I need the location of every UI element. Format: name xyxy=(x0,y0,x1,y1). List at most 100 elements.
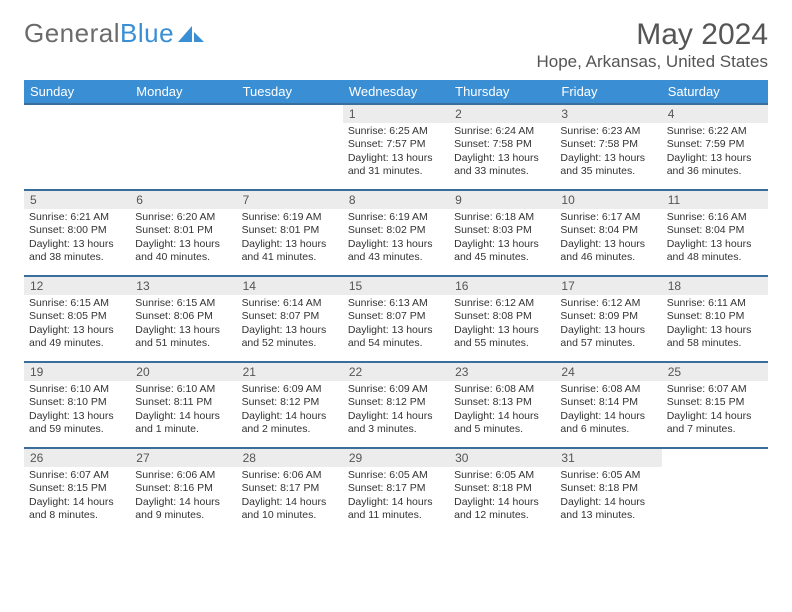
sunrise-line: Sunrise: 6:05 AM xyxy=(560,469,656,482)
day-number: 2 xyxy=(449,105,555,123)
logo-text-gray: General xyxy=(24,18,120,49)
calendar-table: SundayMondayTuesdayWednesdayThursdayFrid… xyxy=(24,80,768,534)
sunrise-line: Sunrise: 6:10 AM xyxy=(135,383,231,396)
day-number: 15 xyxy=(343,277,449,295)
sunrise-line: Sunrise: 6:12 AM xyxy=(560,297,656,310)
calendar-cell: 4Sunrise: 6:22 AMSunset: 7:59 PMDaylight… xyxy=(662,104,768,190)
calendar-cell: 10Sunrise: 6:17 AMSunset: 8:04 PMDayligh… xyxy=(555,190,661,276)
sunrise-line: Sunrise: 6:08 AM xyxy=(560,383,656,396)
logo-sail-icon xyxy=(178,24,204,44)
sunset-line: Sunset: 7:58 PM xyxy=(454,138,550,151)
day-number: 1 xyxy=(343,105,449,123)
sunset-line: Sunset: 8:04 PM xyxy=(560,224,656,237)
sunset-line: Sunset: 8:12 PM xyxy=(242,396,338,409)
calendar-cell: 28Sunrise: 6:06 AMSunset: 8:17 PMDayligh… xyxy=(237,448,343,534)
day-details: Sunrise: 6:09 AMSunset: 8:12 PMDaylight:… xyxy=(343,381,449,441)
day-number: 13 xyxy=(130,277,236,295)
sunset-line: Sunset: 8:18 PM xyxy=(454,482,550,495)
calendar-cell: 3Sunrise: 6:23 AMSunset: 7:58 PMDaylight… xyxy=(555,104,661,190)
day-details: Sunrise: 6:12 AMSunset: 8:08 PMDaylight:… xyxy=(449,295,555,355)
calendar-cell: 20Sunrise: 6:10 AMSunset: 8:11 PMDayligh… xyxy=(130,362,236,448)
day-details: Sunrise: 6:13 AMSunset: 8:07 PMDaylight:… xyxy=(343,295,449,355)
day-number: 28 xyxy=(237,449,343,467)
sunset-line: Sunset: 8:15 PM xyxy=(29,482,125,495)
calendar-cell xyxy=(24,104,130,190)
day-details: Sunrise: 6:25 AMSunset: 7:57 PMDaylight:… xyxy=(343,123,449,183)
location-text: Hope, Arkansas, United States xyxy=(24,52,768,72)
day-details: Sunrise: 6:06 AMSunset: 8:17 PMDaylight:… xyxy=(237,467,343,527)
day-details: Sunrise: 6:17 AMSunset: 8:04 PMDaylight:… xyxy=(555,209,661,269)
sunset-line: Sunset: 8:12 PM xyxy=(348,396,444,409)
day-details: Sunrise: 6:22 AMSunset: 7:59 PMDaylight:… xyxy=(662,123,768,183)
sunrise-line: Sunrise: 6:23 AM xyxy=(560,125,656,138)
sunrise-line: Sunrise: 6:19 AM xyxy=(242,211,338,224)
day-number: 6 xyxy=(130,191,236,209)
daylight-line: Daylight: 13 hours and 38 minutes. xyxy=(29,238,125,265)
sunrise-line: Sunrise: 6:12 AM xyxy=(454,297,550,310)
calendar-cell: 21Sunrise: 6:09 AMSunset: 8:12 PMDayligh… xyxy=(237,362,343,448)
calendar-cell xyxy=(662,448,768,534)
sunrise-line: Sunrise: 6:20 AM xyxy=(135,211,231,224)
daylight-line: Daylight: 14 hours and 7 minutes. xyxy=(667,410,763,437)
sunset-line: Sunset: 7:57 PM xyxy=(348,138,444,151)
sunset-line: Sunset: 8:00 PM xyxy=(29,224,125,237)
day-number: 26 xyxy=(24,449,130,467)
day-number: 24 xyxy=(555,363,661,381)
daylight-line: Daylight: 13 hours and 31 minutes. xyxy=(348,152,444,179)
calendar-cell: 26Sunrise: 6:07 AMSunset: 8:15 PMDayligh… xyxy=(24,448,130,534)
weekday-header: Saturday xyxy=(662,80,768,104)
sunset-line: Sunset: 8:01 PM xyxy=(242,224,338,237)
daylight-line: Daylight: 14 hours and 13 minutes. xyxy=(560,496,656,523)
sunrise-line: Sunrise: 6:15 AM xyxy=(135,297,231,310)
calendar-cell: 25Sunrise: 6:07 AMSunset: 8:15 PMDayligh… xyxy=(662,362,768,448)
daylight-line: Daylight: 14 hours and 10 minutes. xyxy=(242,496,338,523)
sunset-line: Sunset: 8:10 PM xyxy=(29,396,125,409)
day-details: Sunrise: 6:06 AMSunset: 8:16 PMDaylight:… xyxy=(130,467,236,527)
sunrise-line: Sunrise: 6:09 AM xyxy=(242,383,338,396)
sunrise-line: Sunrise: 6:25 AM xyxy=(348,125,444,138)
calendar-week-row: 26Sunrise: 6:07 AMSunset: 8:15 PMDayligh… xyxy=(24,448,768,534)
sunrise-line: Sunrise: 6:14 AM xyxy=(242,297,338,310)
daylight-line: Daylight: 13 hours and 46 minutes. xyxy=(560,238,656,265)
sunset-line: Sunset: 8:09 PM xyxy=(560,310,656,323)
day-number: 20 xyxy=(130,363,236,381)
calendar-cell: 16Sunrise: 6:12 AMSunset: 8:08 PMDayligh… xyxy=(449,276,555,362)
daylight-line: Daylight: 13 hours and 45 minutes. xyxy=(454,238,550,265)
sunrise-line: Sunrise: 6:13 AM xyxy=(348,297,444,310)
day-details: Sunrise: 6:15 AMSunset: 8:05 PMDaylight:… xyxy=(24,295,130,355)
sunset-line: Sunset: 8:17 PM xyxy=(348,482,444,495)
calendar-cell: 7Sunrise: 6:19 AMSunset: 8:01 PMDaylight… xyxy=(237,190,343,276)
day-details: Sunrise: 6:11 AMSunset: 8:10 PMDaylight:… xyxy=(662,295,768,355)
sunrise-line: Sunrise: 6:15 AM xyxy=(29,297,125,310)
day-details: Sunrise: 6:08 AMSunset: 8:14 PMDaylight:… xyxy=(555,381,661,441)
calendar-cell: 22Sunrise: 6:09 AMSunset: 8:12 PMDayligh… xyxy=(343,362,449,448)
day-details: Sunrise: 6:24 AMSunset: 7:58 PMDaylight:… xyxy=(449,123,555,183)
sunset-line: Sunset: 8:08 PM xyxy=(454,310,550,323)
sunrise-line: Sunrise: 6:05 AM xyxy=(454,469,550,482)
calendar-body: 1Sunrise: 6:25 AMSunset: 7:57 PMDaylight… xyxy=(24,104,768,534)
weekday-header: Tuesday xyxy=(237,80,343,104)
weekday-header: Sunday xyxy=(24,80,130,104)
daylight-line: Daylight: 13 hours and 43 minutes. xyxy=(348,238,444,265)
weekday-header: Friday xyxy=(555,80,661,104)
daylight-line: Daylight: 13 hours and 48 minutes. xyxy=(667,238,763,265)
daylight-line: Daylight: 13 hours and 51 minutes. xyxy=(135,324,231,351)
sunset-line: Sunset: 8:02 PM xyxy=(348,224,444,237)
calendar-cell: 19Sunrise: 6:10 AMSunset: 8:10 PMDayligh… xyxy=(24,362,130,448)
daylight-line: Daylight: 14 hours and 9 minutes. xyxy=(135,496,231,523)
day-details: Sunrise: 6:05 AMSunset: 8:17 PMDaylight:… xyxy=(343,467,449,527)
day-number: 10 xyxy=(555,191,661,209)
day-number: 7 xyxy=(237,191,343,209)
day-number: 27 xyxy=(130,449,236,467)
sunset-line: Sunset: 8:14 PM xyxy=(560,396,656,409)
calendar-cell: 17Sunrise: 6:12 AMSunset: 8:09 PMDayligh… xyxy=(555,276,661,362)
sunset-line: Sunset: 7:59 PM xyxy=(667,138,763,151)
daylight-line: Daylight: 13 hours and 36 minutes. xyxy=(667,152,763,179)
day-details: Sunrise: 6:19 AMSunset: 8:01 PMDaylight:… xyxy=(237,209,343,269)
sunrise-line: Sunrise: 6:06 AM xyxy=(135,469,231,482)
day-details: Sunrise: 6:20 AMSunset: 8:01 PMDaylight:… xyxy=(130,209,236,269)
calendar-cell: 1Sunrise: 6:25 AMSunset: 7:57 PMDaylight… xyxy=(343,104,449,190)
page-title: May 2024 xyxy=(636,18,768,52)
calendar-cell: 6Sunrise: 6:20 AMSunset: 8:01 PMDaylight… xyxy=(130,190,236,276)
sunset-line: Sunset: 8:03 PM xyxy=(454,224,550,237)
